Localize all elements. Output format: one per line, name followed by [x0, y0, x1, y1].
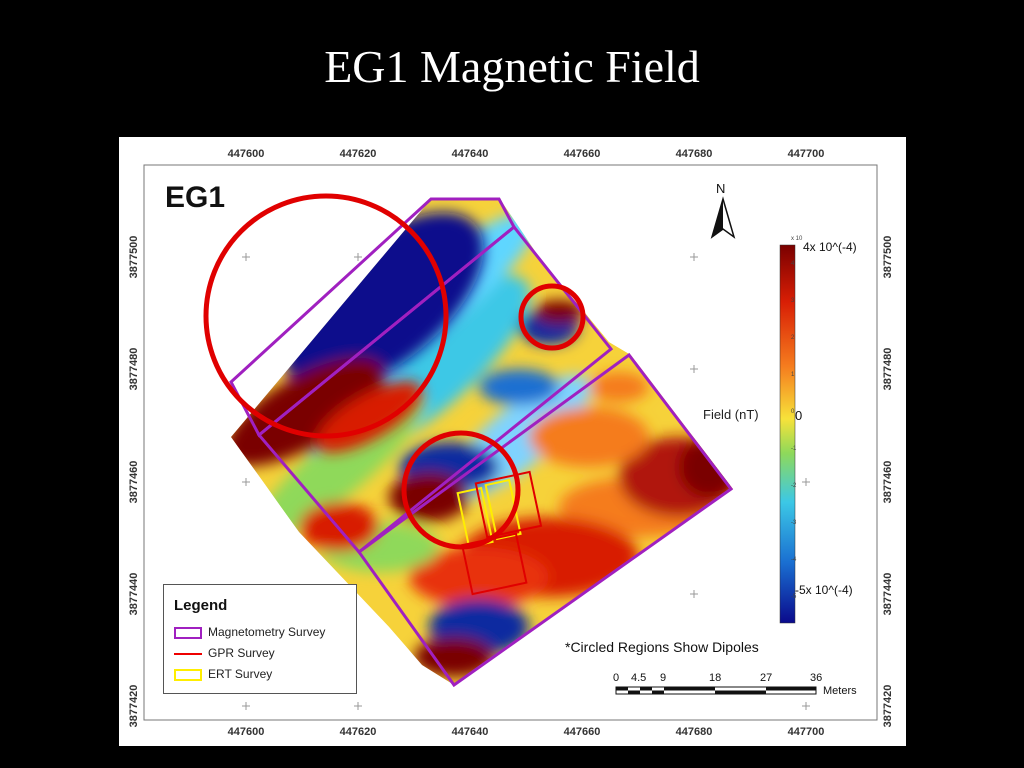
svg-text:4: 4	[791, 261, 795, 267]
y-tick-label: 3877420	[882, 685, 894, 728]
svg-text:-5: -5	[791, 594, 797, 600]
svg-text:-1: -1	[791, 446, 797, 452]
y-tick-label: 3877500	[882, 236, 894, 279]
x-tick-label: 447620	[340, 148, 377, 160]
legend-item-gpr: GPR Survey	[174, 646, 275, 664]
legend: Legend Magnetometry Survey GPR Survey ER…	[163, 584, 357, 694]
colorbar	[779, 244, 796, 624]
scale-label: 36	[810, 672, 823, 684]
x-tick-label: 447660	[564, 148, 601, 160]
y-tick-label: 3877440	[882, 573, 894, 616]
x-tick-label: 447700	[788, 726, 825, 738]
x-tick-label: 447600	[228, 148, 265, 160]
svg-text:-3: -3	[791, 520, 797, 526]
x-tick-label: 447620	[340, 726, 377, 738]
legend-item-label: GPR Survey	[208, 646, 275, 660]
x-tick-labels-bottom: 447600 447620 447640 447660 447680 447700	[228, 726, 825, 738]
x-tick-label: 447640	[452, 148, 489, 160]
svg-text:-4: -4	[791, 557, 797, 563]
scale-unit: Meters	[823, 685, 857, 697]
colorbar-minor-ticks: 4 3 2 1 0 -1 -2 -3 -4 -5	[791, 261, 797, 600]
x-tick-label: 447680	[676, 726, 713, 738]
scale-label: 18	[709, 672, 722, 684]
colorbar-max-label: 4x 10^(-4)	[803, 240, 857, 254]
y-tick-labels-right: 3877500 3877480 3877460 3877440 3877420	[882, 236, 894, 728]
scale-label: 0	[613, 672, 620, 684]
magnetometry-swatch-icon	[174, 626, 202, 639]
y-tick-label: 3877420	[128, 685, 140, 728]
y-tick-label: 3877440	[128, 573, 140, 616]
legend-item-ert: ERT Survey	[174, 667, 272, 685]
x-tick-label: 447640	[452, 726, 489, 738]
scale-bar	[615, 686, 817, 695]
svg-text:-2: -2	[791, 483, 797, 489]
scale-label: 9	[660, 672, 667, 684]
dipole-note: *Circled Regions Show Dipoles	[565, 639, 759, 655]
magnetometry-survey-outlines	[229, 197, 734, 688]
legend-item-label: Magnetometry Survey	[208, 625, 326, 639]
y-tick-label: 3877480	[128, 348, 140, 391]
legend-title: Legend	[174, 597, 228, 614]
legend-item-label: ERT Survey	[208, 667, 273, 681]
x-tick-labels-top: 447600 447620 447640 447660 447680 447700	[228, 148, 825, 160]
svg-text:0: 0	[791, 409, 795, 415]
x-tick-label: 447700	[788, 148, 825, 160]
scale-label: 4.5	[631, 672, 647, 684]
north-label: N	[716, 181, 726, 196]
x-tick-label: 447600	[228, 726, 265, 738]
site-label: EG1	[165, 181, 226, 214]
colorbar-exponent: x 10	[791, 236, 803, 242]
magnetic-field-map: 447600 447620 447640 447660 447680 447700 447…	[119, 137, 906, 746]
gpr-line-icon	[174, 652, 202, 655]
legend-item-magnetometry: Magnetometry Survey	[174, 625, 325, 643]
slide-title: EG1 Magnetic Field	[324, 41, 700, 92]
svg-text:1: 1	[791, 372, 795, 378]
x-tick-label: 447680	[676, 148, 713, 160]
svg-text:3: 3	[791, 298, 795, 304]
svg-text:2: 2	[791, 335, 795, 341]
field-raster	[231, 199, 733, 685]
colorbar-title: Field (nT)	[703, 407, 759, 422]
x-tick-label: 447660	[564, 726, 601, 738]
y-tick-label: 3877460	[882, 461, 894, 504]
colorbar-min-label: -5x 10^(-4)	[795, 583, 853, 597]
map-neatline	[143, 164, 878, 721]
north-arrow-icon	[710, 196, 736, 239]
y-tick-label: 3877500	[128, 236, 140, 279]
y-tick-label: 3877460	[128, 461, 140, 504]
y-tick-labels-left: 3877500 3877480 3877460 3877440 3877420	[128, 236, 140, 728]
scale-label: 27	[760, 672, 773, 684]
ert-swatch-icon	[174, 668, 202, 681]
colorbar-zero-label: 0	[795, 408, 803, 423]
y-tick-label: 3877480	[882, 348, 894, 391]
dipole-circles	[203, 193, 586, 550]
map-canvas: 447600 447620 447640 447660 447680 447700 447…	[128, 148, 894, 738]
